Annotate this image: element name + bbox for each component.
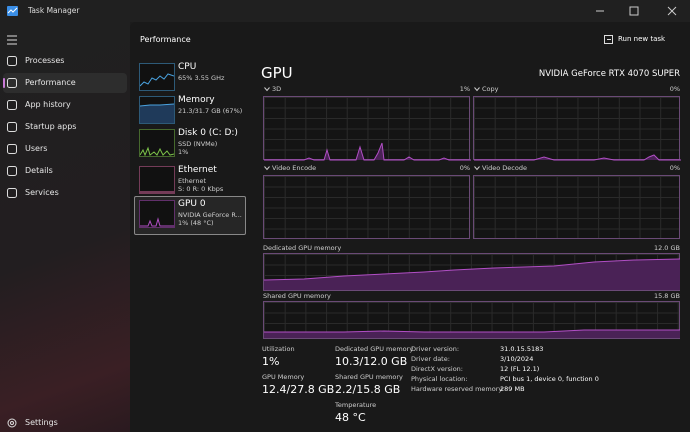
engine-chevron — [474, 166, 480, 171]
device-detail: 1% — [178, 148, 189, 156]
nav-item[interactable]: Details — [25, 166, 53, 175]
device-detail: Ethernet — [178, 177, 206, 185]
engine-name: Video Decode — [482, 164, 527, 172]
nav-icon — [7, 122, 17, 132]
run-new-task-button[interactable]: Run new task — [618, 35, 666, 43]
stat-label: GPU Memory — [262, 373, 305, 381]
gpu-title: GPU — [261, 64, 293, 82]
device-graph — [140, 73, 174, 87]
detail-label: Physical location: — [411, 375, 468, 383]
detail-value: 31.0.15.5183 — [500, 345, 544, 353]
engine-value: 0% — [669, 164, 680, 172]
device-detail: S: 0 R: 0 Kbps — [178, 185, 224, 193]
device-detail: 65% 3.55 GHz — [178, 74, 225, 82]
engine-chevron — [264, 87, 270, 92]
nav-indicator — [3, 78, 5, 88]
run-task-icon — [604, 35, 613, 44]
device-graph — [140, 146, 174, 156]
engine-trace — [474, 154, 681, 161]
memory-graph-max: 12.0 GB — [653, 244, 680, 252]
device-thumbnail — [139, 129, 175, 157]
detail-value: PCI bus 1, device 0, function 0 — [500, 375, 599, 383]
stat-label: Temperature — [335, 401, 377, 409]
nav-item[interactable]: Users — [25, 144, 48, 153]
settings-icon — [7, 418, 17, 428]
engine-chevron — [264, 166, 270, 171]
engine-value: 0% — [459, 164, 470, 172]
nav-icon — [7, 144, 17, 154]
nav-icon — [7, 166, 17, 176]
stat-value: 48 °C — [335, 411, 366, 424]
engine-graph — [263, 96, 470, 160]
engine-graph — [473, 175, 680, 239]
memory-graph-name: Shared GPU memory — [263, 292, 331, 300]
memory-graph-max: 15.8 GB — [653, 292, 680, 300]
detail-value: 289 MB — [500, 385, 525, 393]
stat-label: Utilization — [262, 345, 295, 353]
memory-graph-name: Dedicated GPU memory — [263, 244, 342, 252]
memory-trace — [264, 258, 680, 290]
device-graph — [140, 103, 174, 123]
device-detail: NVIDIA GeForce R... — [178, 211, 242, 219]
stat-value: 10.3/12.0 GB — [335, 355, 408, 368]
detail-label: Hardware reserved memory: — [411, 385, 504, 393]
engine-name: Video Encode — [272, 164, 317, 172]
engine-chevron — [474, 87, 480, 92]
stat-value: 2.2/15.8 GB — [335, 383, 401, 396]
device-graph — [140, 191, 174, 193]
device-detail: 1% (48 °C) — [178, 219, 214, 227]
engine-name: Copy — [482, 85, 499, 93]
memory-trace — [264, 329, 680, 338]
device-name[interactable]: Memory — [178, 95, 215, 105]
nav-icon — [7, 188, 17, 198]
device-name[interactable]: CPU — [178, 62, 197, 72]
device-name[interactable]: GPU 0 — [178, 199, 206, 209]
nav-icon — [7, 78, 17, 88]
engine-graph — [263, 175, 470, 239]
engine-value: 0% — [669, 85, 680, 93]
engine-graph — [473, 96, 680, 160]
device-name[interactable]: Ethernet — [178, 165, 217, 175]
nav-item[interactable]: Performance — [25, 78, 76, 87]
nav-item[interactable]: Processes — [25, 56, 65, 65]
device-detail: 21.3/31.7 GB (67%) — [178, 107, 243, 115]
stat-label: Shared GPU memory — [335, 373, 403, 381]
window-controls[interactable] — [592, 4, 686, 18]
menu-button[interactable] — [7, 35, 19, 45]
nav-item[interactable]: Services — [25, 188, 59, 197]
nav-item[interactable]: App history — [25, 100, 71, 109]
nav-icon — [7, 56, 17, 66]
detail-label: Driver date: — [411, 355, 450, 363]
device-detail: SSD (NVMe) — [178, 140, 218, 148]
app-icon — [7, 6, 18, 16]
detail-label: DirectX version: — [411, 365, 463, 373]
device-name[interactable]: Disk 0 (C: D:) — [178, 128, 238, 138]
nav-item[interactable]: Startup apps — [25, 122, 77, 131]
detail-value: 3/10/2024 — [500, 355, 534, 363]
device-graph — [140, 217, 174, 227]
nav-selection — [3, 73, 127, 93]
detail-value: 12 (FL 12.1) — [500, 365, 540, 373]
gpu-model: NVIDIA GeForce RTX 4070 SUPER — [538, 69, 680, 79]
engine-trace — [264, 142, 471, 161]
detail-label: Driver version: — [411, 345, 460, 353]
nav-icon — [7, 100, 17, 110]
device-thumbnail — [139, 63, 175, 91]
page-title: Performance — [140, 35, 191, 44]
device-thumbnail — [139, 166, 175, 194]
title-bar: Task Manager — [0, 0, 690, 22]
engine-value: 1% — [459, 85, 470, 93]
stat-value: 1% — [262, 355, 280, 368]
engine-name: 3D — [272, 85, 282, 93]
window-title: Task Manager — [28, 6, 80, 15]
stat-value: 12.4/27.8 GB — [262, 383, 335, 396]
nav-settings[interactable]: Settings — [25, 418, 58, 427]
stat-label: Dedicated GPU memory — [335, 345, 414, 353]
